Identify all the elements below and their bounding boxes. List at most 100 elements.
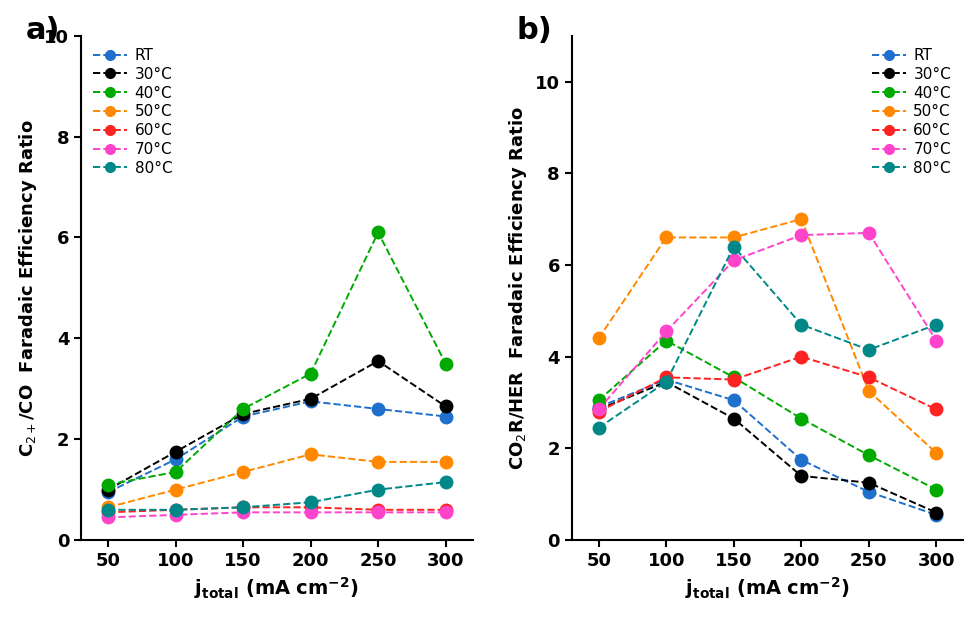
RT: [593, 404, 605, 411]
Text: a): a): [26, 15, 61, 44]
RT: [863, 488, 875, 496]
Line: 60°C: 60°C: [592, 350, 944, 418]
60°C: [728, 376, 740, 383]
Line: 80°C: 80°C: [592, 240, 944, 434]
30°C: [372, 357, 384, 365]
80°C: [930, 321, 942, 328]
70°C: [930, 337, 942, 344]
70°C: [593, 405, 605, 413]
80°C: [593, 424, 605, 431]
50°C: [930, 449, 942, 457]
40°C: [440, 360, 452, 367]
50°C: [305, 451, 317, 458]
60°C: [102, 509, 114, 516]
30°C: [170, 448, 181, 455]
70°C: [796, 232, 808, 239]
RT: [372, 405, 384, 413]
30°C: [102, 486, 114, 493]
40°C: [372, 229, 384, 236]
50°C: [728, 234, 740, 241]
X-axis label: $\mathbf{j_{total}}$ $\mathbf{(mA\ cm^{-2})}$: $\mathbf{j_{total}}$ $\mathbf{(mA\ cm^{-…: [194, 575, 360, 601]
50°C: [661, 234, 672, 241]
60°C: [237, 504, 249, 511]
40°C: [863, 452, 875, 459]
RT: [102, 488, 114, 496]
Line: 50°C: 50°C: [592, 212, 944, 460]
40°C: [796, 415, 808, 422]
30°C: [440, 403, 452, 410]
Line: RT: RT: [101, 394, 453, 499]
Line: RT: RT: [592, 373, 944, 522]
80°C: [372, 486, 384, 493]
Line: 70°C: 70°C: [592, 226, 944, 417]
Line: 60°C: 60°C: [101, 501, 453, 519]
70°C: [661, 328, 672, 335]
30°C: [237, 410, 249, 418]
30°C: [796, 472, 808, 480]
70°C: [237, 509, 249, 516]
70°C: [305, 509, 317, 516]
70°C: [170, 511, 181, 519]
80°C: [170, 506, 181, 514]
80°C: [237, 504, 249, 511]
40°C: [237, 405, 249, 413]
80°C: [102, 506, 114, 514]
60°C: [661, 374, 672, 381]
RT: [170, 455, 181, 463]
30°C: [863, 479, 875, 486]
60°C: [593, 408, 605, 415]
70°C: [102, 514, 114, 521]
70°C: [440, 509, 452, 516]
X-axis label: $\mathbf{j_{total}}$ $\mathbf{(mA\ cm^{-2})}$: $\mathbf{j_{total}}$ $\mathbf{(mA\ cm^{-…: [685, 575, 850, 601]
Legend: RT, 30°C, 40°C, 50°C, 60°C, 70°C, 80°C: RT, 30°C, 40°C, 50°C, 60°C, 70°C, 80°C: [88, 43, 176, 180]
40°C: [102, 481, 114, 488]
40°C: [728, 374, 740, 381]
50°C: [170, 486, 181, 493]
Y-axis label: C$_{2+}$/CO  Faradaic Efficiency Ratio: C$_{2+}$/CO Faradaic Efficiency Ratio: [17, 119, 38, 457]
40°C: [661, 337, 672, 344]
60°C: [305, 504, 317, 511]
Legend: RT, 30°C, 40°C, 50°C, 60°C, 70°C, 80°C: RT, 30°C, 40°C, 50°C, 60°C, 70°C, 80°C: [867, 43, 955, 180]
60°C: [372, 506, 384, 514]
RT: [661, 376, 672, 383]
RT: [930, 511, 942, 519]
Line: 50°C: 50°C: [101, 447, 453, 514]
30°C: [728, 415, 740, 422]
40°C: [593, 397, 605, 404]
Line: 40°C: 40°C: [101, 226, 453, 491]
Line: 70°C: 70°C: [101, 506, 453, 524]
Line: 30°C: 30°C: [592, 375, 944, 520]
30°C: [305, 395, 317, 402]
RT: [796, 456, 808, 464]
30°C: [661, 378, 672, 386]
Line: 40°C: 40°C: [592, 334, 944, 497]
60°C: [170, 506, 181, 514]
60°C: [930, 405, 942, 413]
RT: [237, 413, 249, 420]
Line: 80°C: 80°C: [101, 475, 453, 517]
40°C: [930, 486, 942, 493]
50°C: [102, 504, 114, 511]
80°C: [661, 378, 672, 386]
Text: b): b): [516, 15, 553, 44]
RT: [728, 397, 740, 404]
60°C: [796, 353, 808, 360]
60°C: [440, 506, 452, 514]
60°C: [863, 374, 875, 381]
RT: [305, 397, 317, 405]
40°C: [170, 468, 181, 476]
50°C: [440, 458, 452, 465]
40°C: [305, 370, 317, 378]
80°C: [863, 346, 875, 353]
70°C: [863, 229, 875, 237]
70°C: [372, 509, 384, 516]
80°C: [728, 243, 740, 250]
30°C: [930, 509, 942, 516]
50°C: [863, 387, 875, 395]
80°C: [796, 321, 808, 328]
Y-axis label: CO$_{2}$R/HER  Faradaic Efficiency Ratio: CO$_{2}$R/HER Faradaic Efficiency Ratio: [508, 106, 529, 470]
RT: [440, 413, 452, 420]
80°C: [440, 478, 452, 486]
50°C: [593, 334, 605, 342]
30°C: [593, 405, 605, 413]
